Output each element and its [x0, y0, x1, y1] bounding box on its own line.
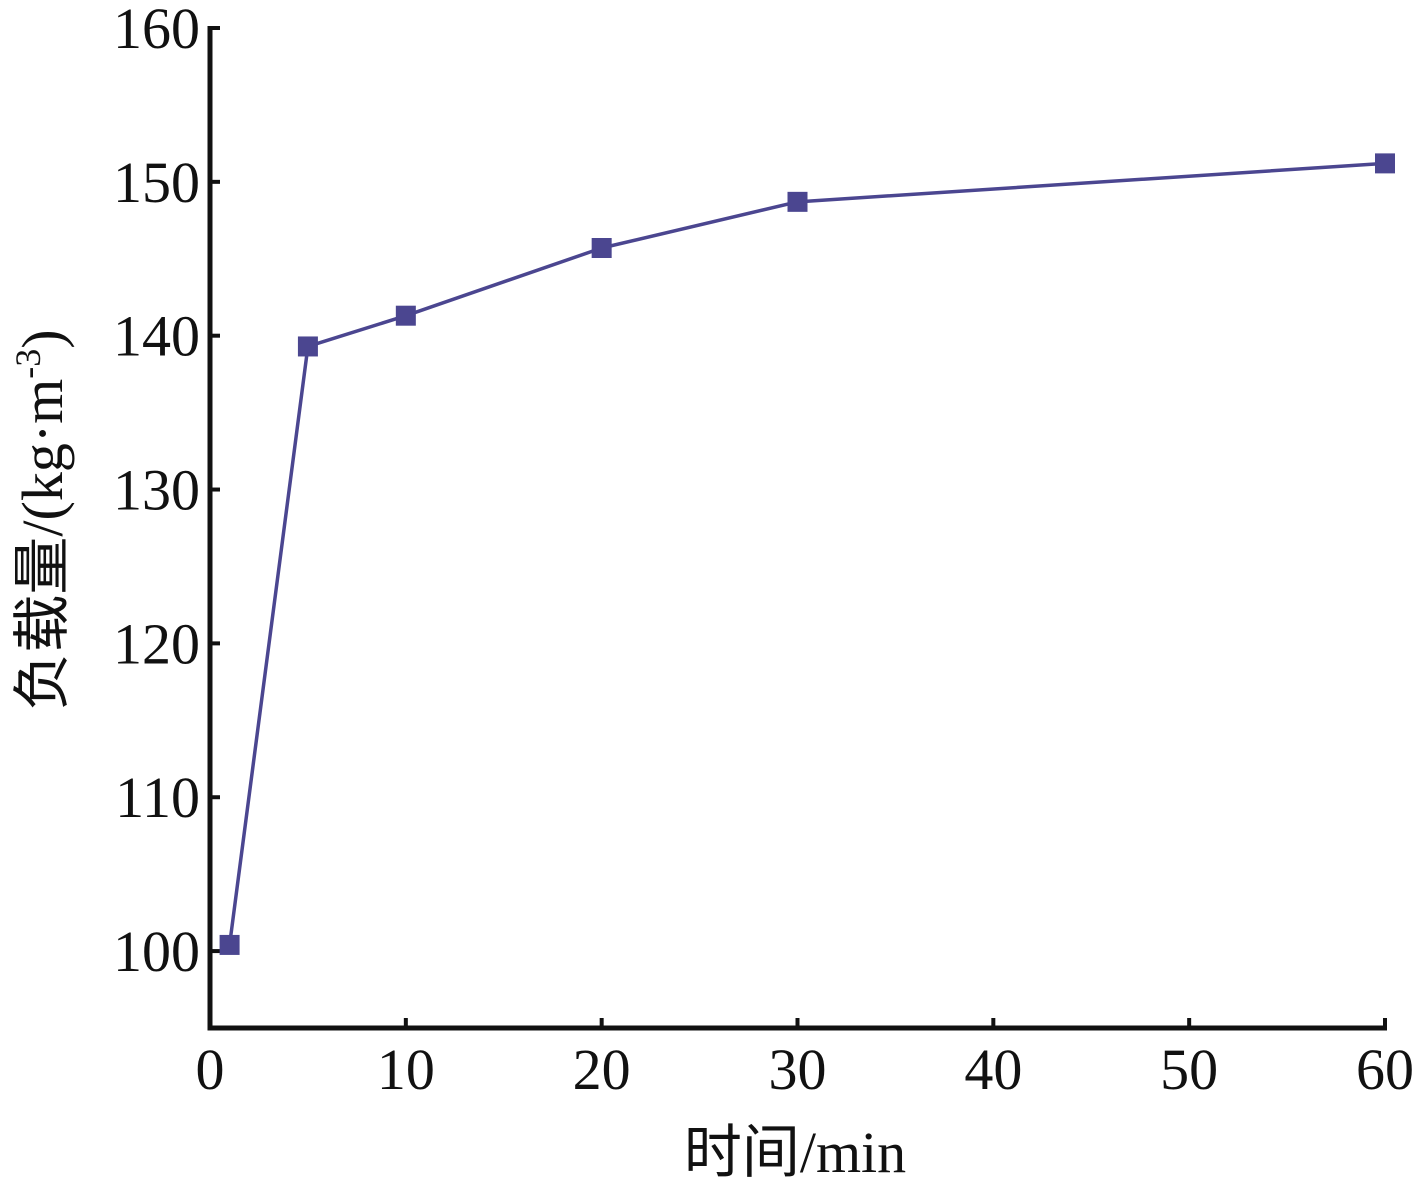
data-point-marker [395, 305, 416, 326]
x-tick-label: 10 [377, 1037, 435, 1102]
y-axis-title-exponent: -3 [8, 349, 48, 379]
series-line [227, 161, 1386, 946]
data-point-marker [1375, 153, 1395, 174]
x-tick-label: 0 [196, 1037, 225, 1102]
y-tick-label: 130 [113, 458, 200, 523]
data-point-marker [219, 934, 240, 955]
y-axis-title-prefix: 负载量/(kg·m [10, 379, 75, 711]
y-tick-label: 150 [113, 150, 200, 215]
x-tick-label: 50 [1160, 1037, 1218, 1102]
x-tick-label: 40 [964, 1037, 1022, 1102]
y-axis-title: 负载量/(kg·m-3) [8, 329, 75, 710]
series-layer [219, 153, 1395, 955]
y-tick-label: 140 [113, 304, 200, 369]
data-point-marker [787, 191, 808, 212]
y-tick-label: 120 [113, 611, 200, 676]
y-tick-label: 110 [115, 765, 200, 830]
x-tick-label: 60 [1356, 1037, 1414, 1102]
y-tick-label: 160 [113, 0, 200, 61]
y-tick-label: 100 [113, 919, 200, 984]
axes [207, 26, 1387, 1031]
y-ticks: 100 110 120 130 140 150 160 [113, 0, 220, 984]
y-axis-title-suffix: ) [10, 329, 75, 348]
x-ticks: 0 10 20 30 40 50 60 [196, 1018, 1414, 1102]
x-tick-label: 20 [573, 1037, 631, 1102]
data-point-marker [591, 238, 612, 258]
x-tick-label: 30 [769, 1037, 827, 1102]
data-point-marker [297, 336, 318, 357]
x-axis-title: 时间/min [684, 1120, 906, 1181]
